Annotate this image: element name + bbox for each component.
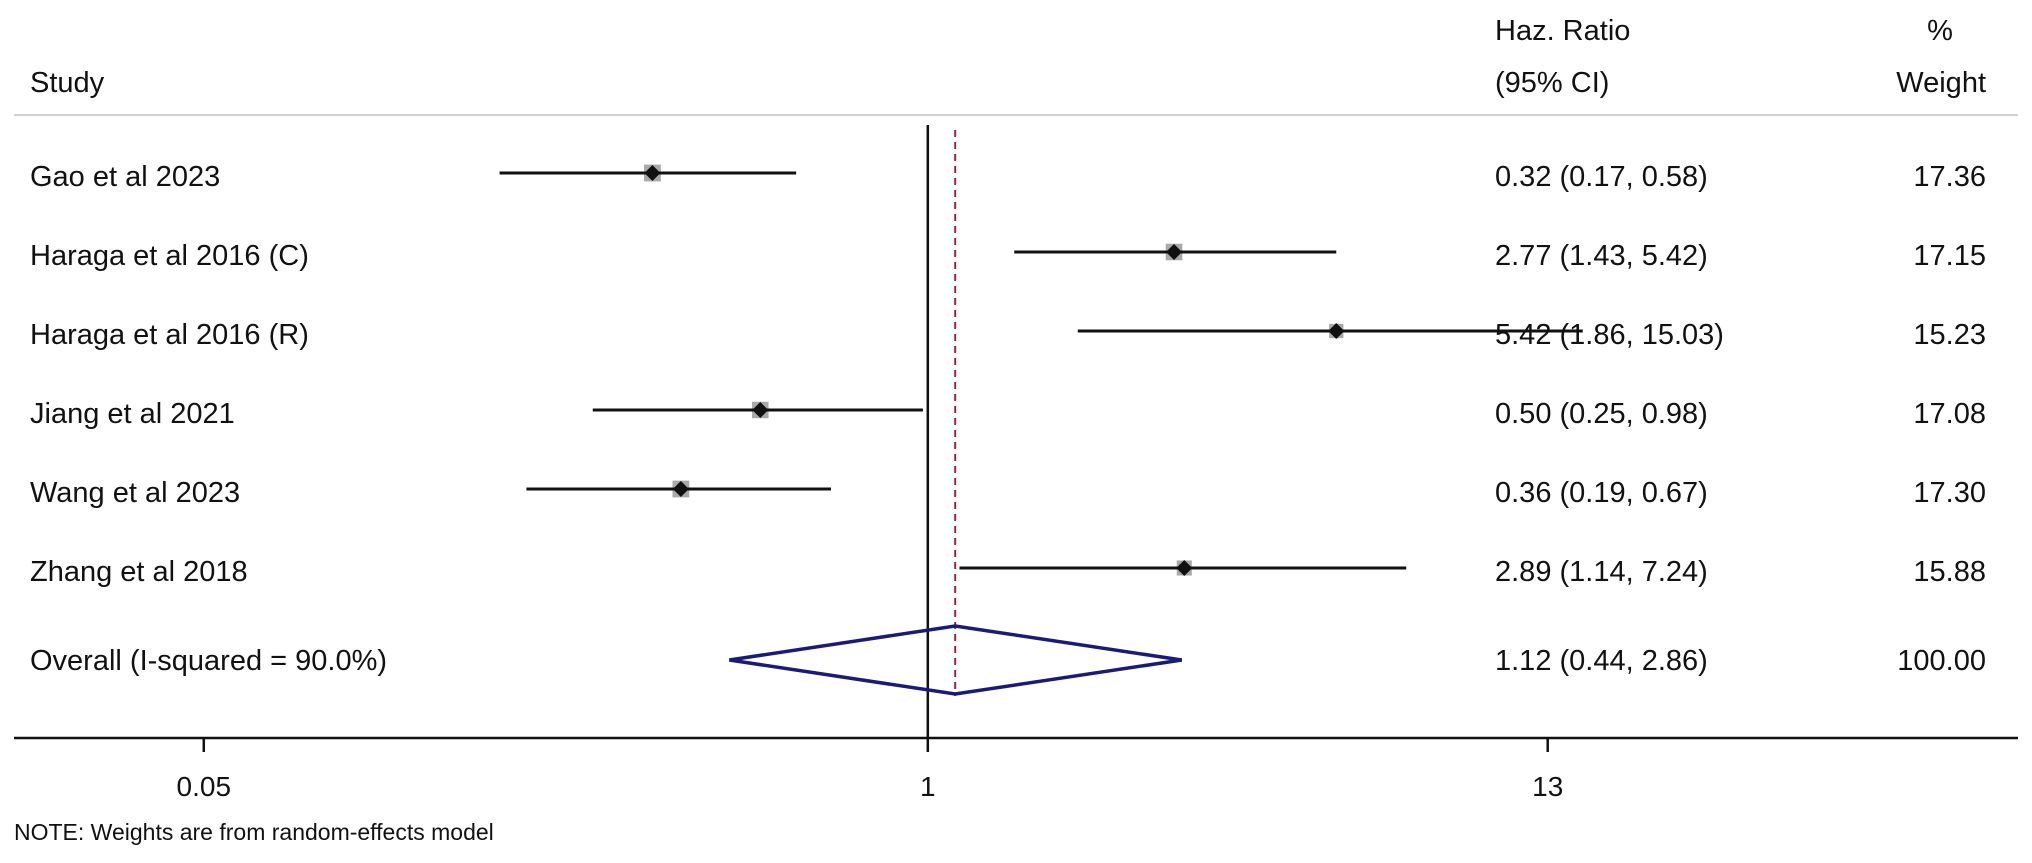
overall-diamond: [729, 624, 1183, 696]
study-weight: 17.30: [1913, 477, 1986, 509]
study-label: Zhang et al 2018: [30, 556, 248, 588]
overall-weight: 100.00: [1897, 645, 1986, 677]
study-ci-text: 2.89 (1.14, 7.24): [1495, 556, 1708, 588]
study-point-estimate: [1166, 244, 1183, 260]
study-label: Jiang et al 2021: [30, 398, 235, 430]
overall-label: Overall (I-squared = 90.0%): [30, 645, 387, 677]
header-effect-line2: (95% CI): [1495, 67, 1609, 99]
study-label: Wang et al 2023: [30, 477, 240, 509]
header-study: Study: [30, 67, 105, 99]
study-weight: 15.88: [1913, 556, 1986, 588]
study-ci-text: 5.42 (1.86, 15.03): [1495, 319, 1724, 351]
header-weight-line1: %: [1927, 15, 1953, 47]
header-weight-line2: Weight: [1896, 67, 1986, 99]
study-ci-text: 0.32 (0.17, 0.58): [1495, 161, 1708, 193]
study-ci-text: 0.50 (0.25, 0.98): [1495, 398, 1708, 430]
study-point-estimate: [752, 402, 769, 418]
study-point-estimate: [644, 165, 661, 181]
x-tick-label: 13: [1532, 771, 1563, 802]
x-tick-label: 0.05: [177, 771, 232, 802]
x-tick-label: 1: [920, 771, 936, 802]
footnote: NOTE: Weights are from random-effects mo…: [14, 819, 494, 845]
study-labels: Gao et al 2023 0.32 (0.17, 0.58) 17.36 Hara…: [30, 161, 1986, 588]
overall-ci-text: 1.12 (0.44, 2.86): [1495, 645, 1708, 677]
study-point-estimate: [1328, 323, 1345, 339]
study-point-estimate: [672, 481, 689, 497]
study-ci-text: 0.36 (0.19, 0.67): [1495, 477, 1708, 509]
study-weight: 17.36: [1913, 161, 1986, 193]
study-ci-text: 2.77 (1.43, 5.42): [1495, 240, 1708, 272]
study-label: Haraga et al 2016 (R): [30, 319, 309, 351]
x-axis-ticks: 0.05 1 13: [177, 738, 1563, 802]
study-point-estimate: [1176, 560, 1193, 576]
study-weight: 17.08: [1913, 398, 1986, 430]
header-effect-line1: Haz. Ratio: [1495, 15, 1630, 47]
study-weight: 17.15: [1913, 240, 1986, 272]
study-weight: 15.23: [1913, 319, 1986, 351]
reference-lines: [926, 125, 957, 738]
study-label: Haraga et al 2016 (C): [30, 240, 309, 272]
study-label: Gao et al 2023: [30, 161, 220, 193]
study-marks: [499, 164, 1583, 576]
